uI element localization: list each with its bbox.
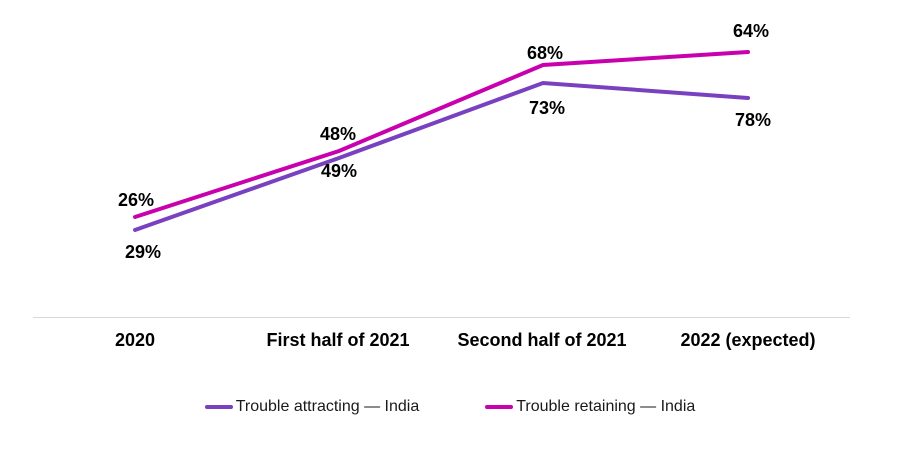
value-label: 73% [528,98,566,118]
x-axis-label: Second half of 2021 [457,330,627,350]
value-label: 48% [319,124,357,144]
value-label: 78% [734,110,772,130]
legend-label: Trouble attracting — India [235,398,420,415]
legend-swatch-attracting-icon [204,405,233,409]
legend-swatch-retaining-icon [485,405,514,409]
x-axis-label: 2020 [114,330,156,350]
legend-item-trouble-retaining: Trouble retaining — India [485,399,695,415]
legend-item-trouble-attracting: Trouble attracting — India [204,398,420,415]
value-label: 68% [526,43,564,63]
x-axis-label: First half of 2021 [266,330,410,350]
legend: Trouble attracting — India Trouble retai… [0,399,900,415]
line-trouble-attracting [133,80,750,232]
value-label: 64% [732,21,770,41]
value-label: 49% [320,161,358,181]
line-trouble-retaining [133,50,750,219]
value-label: 29% [124,242,162,262]
legend-label: Trouble retaining — India [516,398,696,415]
value-label: 26% [117,190,155,210]
x-axis-label: 2022 (expected) [680,330,816,350]
